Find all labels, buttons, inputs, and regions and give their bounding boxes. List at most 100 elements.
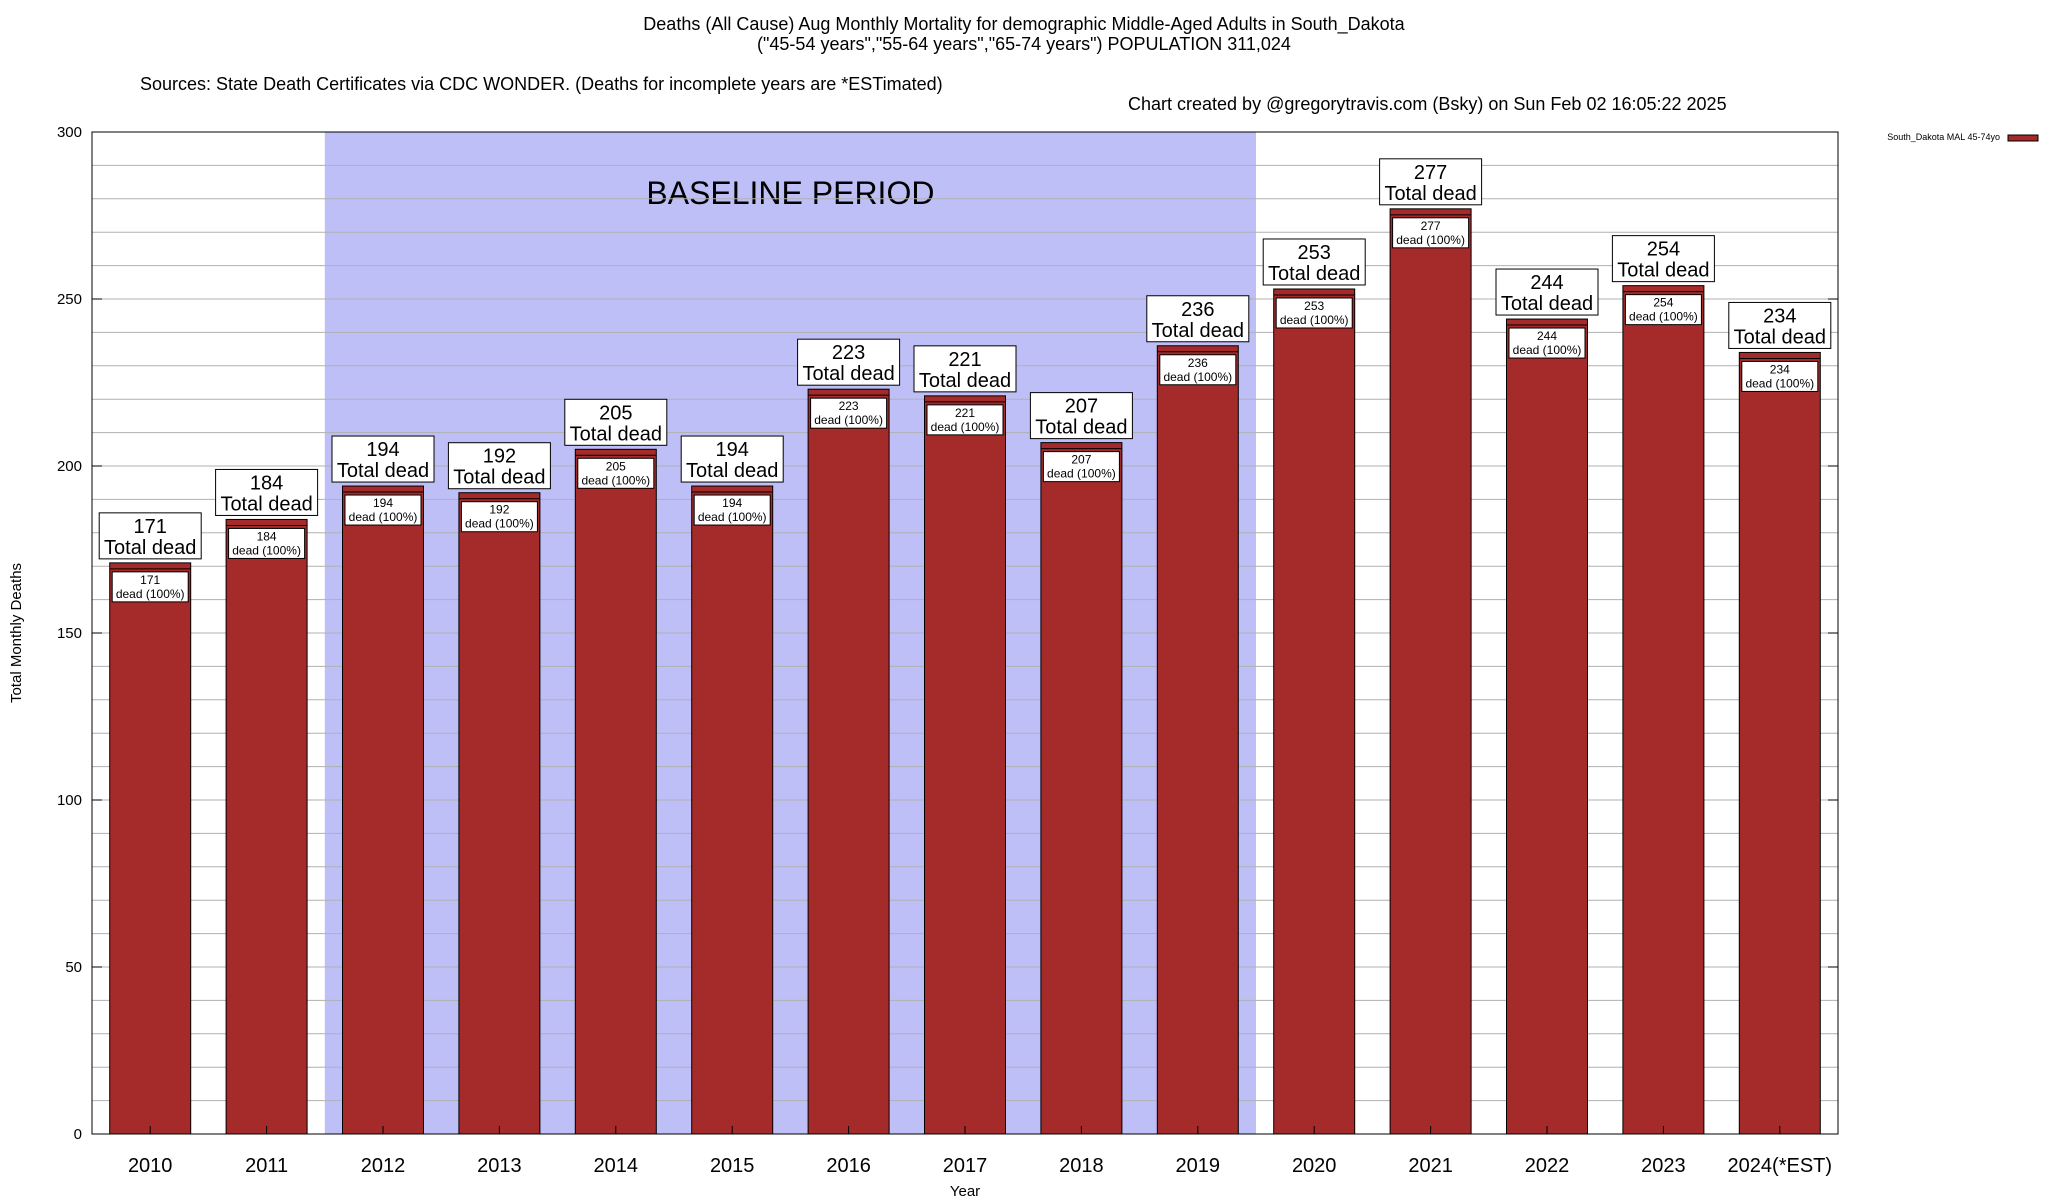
bar-total-text-label: Total dead xyxy=(570,423,662,445)
bar-inner-value-label: 221 xyxy=(955,406,975,420)
bar-inner-percent-label: dead (100%) xyxy=(465,517,534,531)
bar-inner-percent-label: dead (100%) xyxy=(931,420,1000,434)
bar-inner-percent-label: dead (100%) xyxy=(1047,467,1116,481)
y-tick-label: 300 xyxy=(57,124,82,141)
bar xyxy=(109,562,192,1135)
bar-inner-label-box xyxy=(577,457,655,489)
bar-inner-label-box xyxy=(926,404,1004,436)
bar-inner-value-label: 253 xyxy=(1304,299,1324,313)
bar-inner-label-box xyxy=(111,571,189,603)
bar-inner-label-box xyxy=(1508,327,1586,359)
bar-total-value-label: 236 xyxy=(1181,299,1214,321)
bar-total-value-label: 244 xyxy=(1530,272,1563,294)
bar xyxy=(807,388,890,1135)
y-tick-label: 50 xyxy=(65,959,82,976)
bar-inner-percent-label: dead (100%) xyxy=(1396,233,1465,247)
bar-total-text-label: Total dead xyxy=(1384,183,1476,205)
bar-inner-percent-label: dead (100%) xyxy=(814,413,883,427)
bar-total-text-label: Total dead xyxy=(104,537,196,559)
bar-inner-value-label: 194 xyxy=(373,496,393,510)
bar-inner-percent-label: dead (100%) xyxy=(349,510,418,524)
bar xyxy=(1040,442,1123,1135)
bar-total-value-label: 184 xyxy=(250,472,283,494)
bar-total-value-label: 194 xyxy=(366,439,399,461)
chart-source-line: Sources: State Death Certificates via CD… xyxy=(0,54,2048,114)
legend: South_Dakota MAL 45-74yo xyxy=(1887,132,2039,142)
bar-total-label-box xyxy=(797,338,901,386)
bar xyxy=(458,492,541,1135)
bar-total-value-label: 171 xyxy=(134,516,167,538)
y-tick-label: 150 xyxy=(57,625,82,642)
bar-total-text-label: Total dead xyxy=(1268,263,1360,285)
bar-total-label-box xyxy=(1611,235,1715,283)
baseline-period-label: BASELINE PERIOD xyxy=(646,175,934,211)
legend-swatch xyxy=(2007,134,2039,142)
y-tick-label: 100 xyxy=(57,792,82,809)
x-tick-label: 2021 xyxy=(1408,1155,1453,1177)
bar-inner-label-box xyxy=(1392,217,1470,249)
x-tick-label: 2016 xyxy=(826,1155,871,1177)
bar-total-label-box xyxy=(215,468,319,516)
bar-total-label-box xyxy=(564,398,668,446)
bar-inner-label-box xyxy=(1159,354,1237,386)
bar xyxy=(1738,351,1821,1135)
x-tick-label: 2015 xyxy=(710,1155,755,1177)
legend-label: South_Dakota MAL 45-74yo xyxy=(1887,132,2000,142)
bar-inner-label-box xyxy=(228,527,306,559)
bar-inner-label-box xyxy=(460,501,538,533)
bar-inner-value-label: 254 xyxy=(1653,296,1673,310)
x-tick-label: 2023 xyxy=(1641,1155,1686,1177)
bar-total-text-label: Total dead xyxy=(1617,260,1709,282)
bar-inner-value-label: 277 xyxy=(1421,219,1441,233)
bar-inner-percent-label: dead (100%) xyxy=(698,510,767,524)
bar-inner-value-label: 171 xyxy=(140,573,160,587)
bar-total-label-box xyxy=(1495,268,1599,316)
bar-inner-value-label: 194 xyxy=(722,496,742,510)
bar-inner-label-box xyxy=(1042,451,1120,483)
bar xyxy=(1622,285,1705,1135)
plot-frame xyxy=(91,131,1839,1135)
x-tick-label: 2022 xyxy=(1525,1155,1570,1177)
bar-inner-percent-label: dead (100%) xyxy=(1745,376,1814,390)
bar-total-value-label: 194 xyxy=(716,439,749,461)
bar-total-text-label: Total dead xyxy=(1152,320,1244,342)
bar-total-text-label: Total dead xyxy=(1734,326,1826,348)
bar-total-value-label: 223 xyxy=(832,342,865,364)
x-tick-label: 2014 xyxy=(594,1155,639,1177)
bar-inner-label-box xyxy=(1741,360,1819,392)
bar-inner-label-box xyxy=(1624,294,1702,326)
bar-total-label-box xyxy=(680,435,784,483)
bar-total-text-label: Total dead xyxy=(919,370,1011,392)
bar-total-value-label: 207 xyxy=(1065,396,1098,418)
x-tick-label: 2019 xyxy=(1176,1155,1221,1177)
bar-inner-value-label: 184 xyxy=(257,529,277,543)
bar-inner-value-label: 236 xyxy=(1188,356,1208,370)
x-tick-label: 2024(*EST) xyxy=(1728,1155,1833,1177)
bar-inner-percent-label: dead (100%) xyxy=(116,587,185,601)
bar-total-value-label: 253 xyxy=(1298,242,1331,264)
bar xyxy=(1273,288,1356,1135)
bar xyxy=(1389,208,1472,1135)
bar-inner-label-box xyxy=(1275,297,1353,329)
bar xyxy=(691,485,774,1135)
bar-inner-label-box xyxy=(810,397,888,429)
bar-total-value-label: 221 xyxy=(948,349,981,371)
bar-inner-percent-label: dead (100%) xyxy=(1513,343,1582,357)
bar-total-text-label: Total dead xyxy=(337,460,429,482)
bar-total-label-box xyxy=(1728,301,1832,349)
bar-inner-value-label: 223 xyxy=(839,399,859,413)
x-tick-label: 2013 xyxy=(477,1155,522,1177)
bar-inner-percent-label: dead (100%) xyxy=(581,473,650,487)
bar-total-text-label: Total dead xyxy=(1035,417,1127,439)
x-axis-title: Year xyxy=(950,1183,980,1200)
chart-title: Deaths (All Cause) Aug Monthly Mortality… xyxy=(643,14,1405,34)
